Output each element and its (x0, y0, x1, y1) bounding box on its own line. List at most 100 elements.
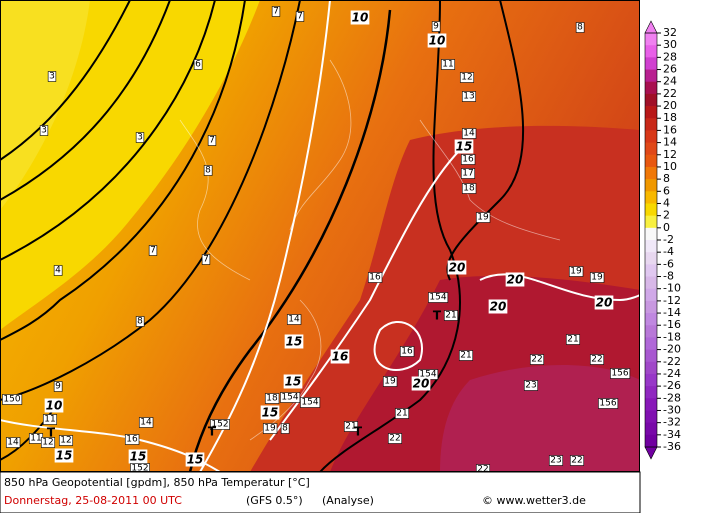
label-box (283, 374, 303, 389)
contour-label: 6 (195, 60, 201, 70)
colorbar-label: -22 (663, 355, 681, 368)
contour-label: 9 (433, 22, 439, 32)
contour-label: 12 (461, 73, 472, 83)
colorbar-band (645, 33, 657, 46)
contour-label: 22 (571, 456, 582, 466)
contour-label: 14 (288, 315, 300, 325)
label-box (565, 334, 581, 345)
label-box (295, 11, 305, 22)
colorbar-label: -14 (663, 306, 681, 319)
colorbar-band (645, 276, 657, 290)
contour-label: 14 (463, 129, 475, 139)
colorbar-band (645, 300, 657, 314)
label-box (53, 381, 63, 392)
contour-label: 19 (570, 267, 582, 277)
colorbar-label: -16 (663, 318, 681, 331)
label-box (529, 354, 545, 365)
colorbar-band (645, 240, 657, 253)
colorbar-label: -20 (663, 343, 681, 356)
coastlines (179, 59, 561, 441)
label-box (569, 455, 585, 466)
label-box (411, 376, 431, 391)
contour-label: 11 (44, 415, 55, 425)
label-box (128, 449, 148, 464)
contour-label: 3 (41, 126, 47, 136)
label-box (460, 168, 476, 179)
colorbar-band (645, 227, 657, 241)
contour-label: 154 (419, 370, 436, 380)
label-box (135, 316, 145, 327)
contour-label: 17 (462, 169, 473, 179)
colorbar-band (645, 45, 657, 58)
colorbar-band (645, 349, 657, 363)
label-box (2, 394, 23, 405)
label-box (367, 272, 383, 283)
colorbar-label: -26 (663, 379, 681, 392)
contour-label: 20 (490, 300, 507, 314)
label-box (138, 417, 154, 428)
colorbar-label: 12 (663, 148, 677, 161)
contour-label: 15 (187, 453, 204, 467)
colorbar-label: -30 (663, 403, 681, 416)
label-box (594, 295, 614, 310)
colorbar-label: 32 (663, 26, 677, 39)
colorbar: 32302826242220181614121086420-2-4-6-8-10… (644, 20, 681, 460)
label-box (53, 265, 63, 276)
contour-label: 8 (205, 166, 211, 176)
contour-label: 14 (140, 418, 152, 428)
label-box (343, 421, 359, 432)
contour-label: 10 (429, 34, 446, 48)
label-box (210, 419, 230, 430)
colorbar-band (645, 386, 657, 399)
label-box (135, 132, 145, 143)
contour-label: 7 (273, 7, 279, 17)
colorbar-band (645, 69, 657, 83)
colorbar-band (645, 434, 657, 448)
label-box (458, 350, 474, 361)
colorbar-label: 4 (663, 196, 670, 209)
contour-label: 22 (389, 434, 400, 444)
colorbar-label: 6 (663, 184, 670, 197)
contour-label: 20 (449, 261, 466, 275)
contour-label: 15 (56, 449, 73, 463)
label-box (610, 368, 631, 379)
contour-label: 10 (352, 11, 369, 25)
label-box (280, 423, 290, 434)
contour-label: 12 (42, 438, 53, 448)
colorbar-band (645, 130, 657, 143)
colorbar-band (645, 106, 657, 119)
contour-label: 14 (7, 438, 19, 448)
label-box (382, 376, 398, 387)
geopotential-contours (0, 0, 525, 472)
contour-label: 23 (525, 381, 536, 391)
colorbar-arrow-top (644, 20, 658, 34)
colorbar-band (645, 57, 657, 70)
colorbar-band (645, 215, 657, 229)
colorbar-label: -6 (663, 257, 674, 270)
label-box (598, 398, 619, 409)
label-box (264, 393, 280, 404)
colorbar-label: 22 (663, 87, 677, 100)
warm-zone-light (0, 0, 90, 210)
contour-label: 15 (262, 406, 279, 420)
contour-label: 15 (286, 335, 303, 349)
footer-credit: © www.wetter3.de (482, 494, 586, 507)
label-box (201, 254, 211, 265)
contour-label: 8 (137, 317, 143, 327)
label-box (428, 292, 449, 303)
label-box (148, 245, 158, 256)
contour-label: 12 (60, 436, 71, 446)
contour-label: 19 (591, 273, 603, 283)
hot-zone-core (440, 365, 640, 472)
colorbar-label: -2 (663, 233, 674, 246)
contour-label: 19 (477, 213, 489, 223)
contour-label: 16 (462, 155, 474, 165)
colorbar-label: 2 (663, 209, 670, 222)
label-box (589, 272, 605, 283)
label-box (39, 125, 49, 136)
label-box (447, 260, 467, 275)
label-box (475, 464, 491, 472)
contour-label: 3 (137, 133, 143, 143)
label-box (548, 455, 564, 466)
